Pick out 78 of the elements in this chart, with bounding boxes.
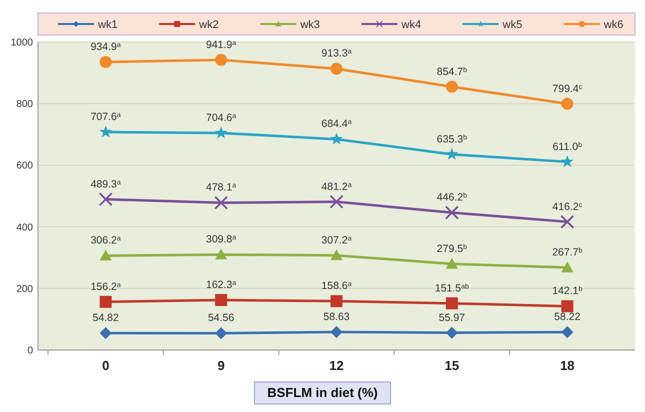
point [561, 326, 574, 338]
point [446, 258, 458, 269]
x-tick-label: 0 [102, 358, 110, 373]
data-label: 489.3$^{a}$ [90, 178, 121, 190]
data-label: 684.4$^{a}$ [321, 118, 352, 130]
data-label: 416.2$^{c}$ [552, 200, 583, 213]
point [215, 294, 228, 306]
data-label: 481.2$^{a}$ [321, 180, 352, 193]
point [446, 80, 458, 93]
point [561, 98, 574, 110]
point [99, 125, 112, 138]
point [215, 327, 228, 340]
data-label: 162.3$^{a}$ [206, 279, 236, 292]
point [330, 326, 342, 338]
legend-label: wk2 [198, 18, 219, 31]
point [215, 54, 228, 66]
data-label: 478.1$^{a}$ [206, 182, 236, 194]
legend-label: wk4 [400, 18, 422, 31]
y-tick-label: 0 [27, 346, 34, 356]
data-label: 142.1$^{b}$ [552, 284, 582, 298]
data-label: 611.0$^{b}$ [552, 140, 582, 153]
point [330, 194, 344, 209]
x-tick-label: 18 [560, 358, 575, 373]
point [330, 249, 342, 260]
point [100, 327, 112, 340]
data-label: 446.2$^{b}$ [436, 191, 468, 204]
data-label: 54.56 [208, 312, 234, 324]
data-label: 707.6$^{a}$ [90, 111, 121, 124]
data-label: 58.22 [554, 311, 581, 324]
data-label: 854.7$^{b}$ [436, 65, 468, 78]
data-label: 306.2$^{a}$ [90, 234, 121, 247]
point [445, 206, 459, 220]
point [561, 262, 574, 272]
y-tick-label: 1000 [10, 38, 34, 48]
y-tick-label: 800 [16, 99, 34, 110]
point [214, 126, 228, 138]
point [214, 196, 228, 210]
y-tick-label: 600 [16, 160, 34, 172]
point [98, 192, 113, 206]
point [446, 148, 458, 160]
y-tick-label: 200 [16, 284, 34, 295]
data-label: 151.5$^{ab}$ [434, 282, 470, 294]
data-label: 158.6$^{a}$ [321, 280, 352, 292]
legend-label: wk5 [502, 18, 522, 31]
point [561, 300, 574, 312]
point [330, 62, 342, 75]
x-tick-label: 12 [329, 358, 344, 373]
data-label: 913.3$^{a}$ [321, 48, 352, 60]
y-tick-label: 400 [16, 222, 34, 234]
data-label: 58.63 [323, 310, 350, 323]
x-tick-label: 15 [444, 358, 460, 373]
legend-label: wk3 [299, 18, 320, 31]
point [100, 296, 112, 308]
data-label: 934.9$^{a}$ [90, 41, 121, 54]
data-label: 267.7$^{b}$ [552, 246, 582, 259]
point [330, 132, 343, 145]
legend-label: wk1 [97, 18, 118, 31]
point [330, 295, 342, 308]
point [560, 214, 574, 229]
point [215, 248, 228, 260]
point [561, 155, 574, 168]
x-axis-title: BSFLM in diet (%) [267, 385, 378, 400]
legend-label: wk6 [602, 18, 624, 31]
point [446, 297, 458, 310]
data-label: 704.6$^{a}$ [206, 112, 236, 124]
data-label: 799.4$^{c}$ [552, 82, 583, 95]
data-label: 54.82 [92, 312, 119, 324]
point [100, 56, 112, 68]
point [446, 326, 458, 339]
point [100, 250, 112, 260]
data-label: 156.2$^{a}$ [90, 280, 121, 293]
data-label: 279.5$^{b}$ [436, 242, 468, 255]
x-tick-label: 9 [217, 358, 225, 373]
data-label: 55.97 [438, 312, 466, 324]
data-label: 309.8$^{a}$ [206, 234, 236, 246]
data-label: 941.9$^{a}$ [206, 38, 236, 51]
data-label: 635.3$^{b}$ [436, 132, 468, 146]
data-label: 307.2$^{a}$ [321, 234, 352, 246]
